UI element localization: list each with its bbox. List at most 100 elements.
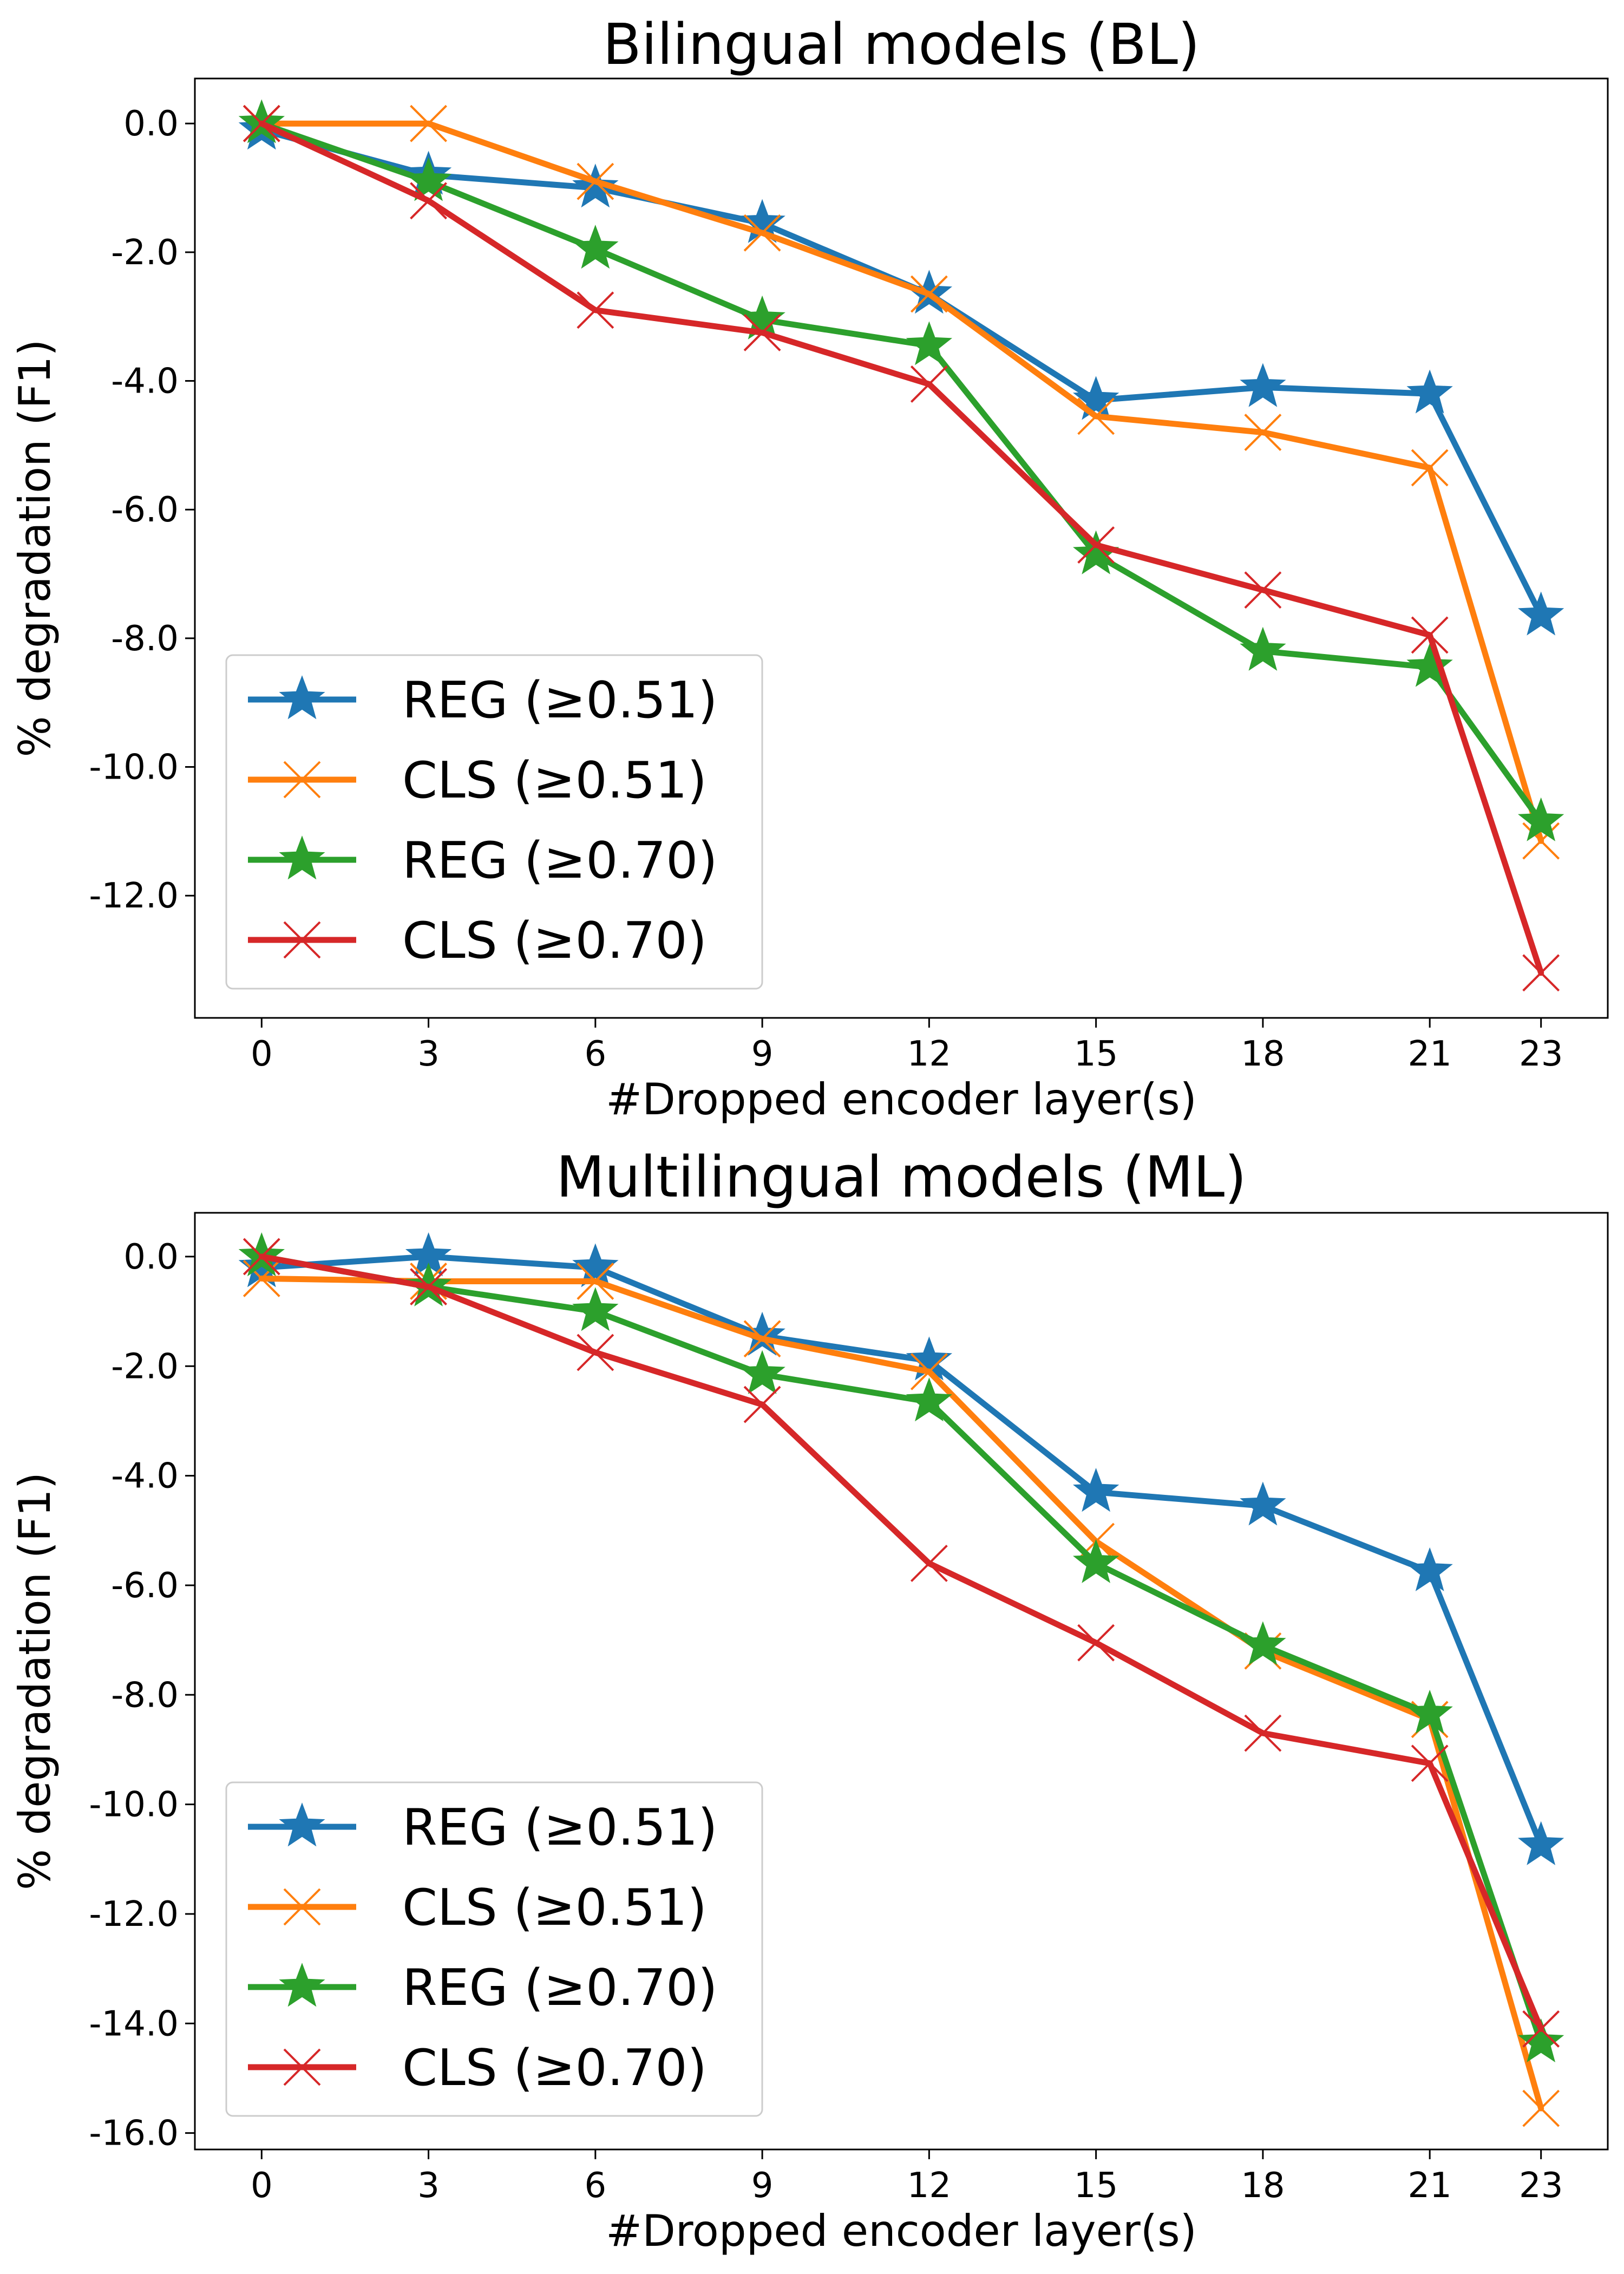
x-axis-label: #Dropped encoder layer(s): [606, 2206, 1197, 2256]
data-point: [1072, 1539, 1119, 1583]
series-line: [258, 1253, 1544, 1848]
series-0: [238, 1232, 1564, 1865]
legend-box: [225, 654, 763, 990]
x-tick-label: 21: [1407, 1034, 1451, 1074]
y-tick-label: -10.0: [89, 748, 179, 788]
data-point: [910, 1545, 948, 1582]
chart-title: Multilingual models (ML): [556, 1144, 1246, 1210]
y-tick-label: -6.0: [111, 490, 179, 530]
legend-entry: REG (≥0.70): [248, 1958, 718, 2017]
data-point: [1406, 1547, 1453, 1591]
x-tick-label: 3: [417, 1034, 440, 1074]
data-point: [1406, 369, 1453, 414]
legend-entry: REG (≥0.51): [248, 671, 718, 729]
data-point: [410, 1268, 447, 1305]
legend-label: CLS (≥0.51): [402, 1878, 707, 1937]
y-tick-label: -12.0: [89, 1894, 179, 1935]
data-point: [572, 164, 619, 208]
data-point: [405, 157, 452, 201]
x-tick-label: 15: [1074, 2166, 1118, 2206]
data-point: [1517, 2018, 1564, 2063]
x-tick-label: 9: [751, 1034, 774, 1074]
legend-entry: CLS (≥0.70): [248, 911, 707, 970]
data-point: [577, 162, 614, 200]
x-tick-label: 3: [417, 2166, 440, 2206]
y-tick-label: -4.0: [111, 362, 179, 402]
x-tick-label: 0: [251, 1034, 273, 1074]
y-tick-label: -2.0: [111, 233, 179, 273]
data-point: [1244, 414, 1282, 452]
legend-label: REG (≥0.51): [402, 1798, 718, 1857]
data-point: [1240, 626, 1286, 671]
legend-marker: [279, 835, 325, 880]
x-axis-label: #Dropped encoder layer(s): [606, 1074, 1197, 1125]
legend-label: CLS (≥0.51): [402, 751, 707, 809]
y-axis-label: % degradation (F1): [10, 1472, 60, 1890]
data-point: [1517, 1821, 1564, 1865]
data-point: [739, 295, 785, 339]
y-tick-label: -2.0: [111, 1347, 179, 1387]
data-point: [743, 1386, 781, 1423]
legend-label: REG (≥0.70): [402, 1958, 718, 2017]
data-point: [1411, 1744, 1449, 1782]
data-point: [1077, 526, 1115, 564]
data-point: [1244, 1714, 1282, 1752]
legend-marker: [283, 2048, 321, 2086]
data-point: [1411, 616, 1449, 654]
x-tick-label: 21: [1407, 2166, 1451, 2206]
chart-title: Bilingual models (BL): [603, 11, 1200, 77]
data-point: [572, 1243, 619, 1288]
data-point: [1522, 822, 1560, 860]
data-point: [906, 1377, 953, 1422]
x-tick-label: 23: [1519, 1034, 1563, 1074]
data-point: [243, 1238, 280, 1276]
data-point: [743, 313, 781, 351]
legend: REG (≥0.51) CLS (≥0.51) REG (≥0.70) CLS (≥0…: [225, 654, 763, 990]
data-point: [910, 365, 948, 403]
y-tick-label: -16.0: [89, 2114, 179, 2154]
data-point: [739, 1350, 785, 1394]
y-tick-label: -12.0: [89, 876, 179, 916]
x-tick-label: 18: [1241, 2166, 1285, 2206]
data-point: [910, 1352, 948, 1390]
legend-marker: [279, 1963, 325, 2007]
data-point: [577, 1263, 614, 1300]
data-point: [739, 1311, 785, 1356]
chart-0: Bilingual models (BL) 0 3 6 9 12 15 18 21 23 0.0 -2…: [10, 11, 1609, 1125]
series-3: [243, 104, 1560, 992]
data-point: [1406, 643, 1453, 687]
legend-marker: [283, 761, 321, 799]
data-point: [410, 104, 447, 142]
y-axis-label: % degradation (F1): [10, 339, 60, 757]
legend-entry: REG (≥0.70): [248, 831, 718, 890]
legend-marker: [279, 675, 325, 720]
x-tick-label: 15: [1074, 1034, 1118, 1074]
y-tick-label: 0.0: [123, 104, 179, 144]
legend-label: CLS (≥0.70): [402, 911, 707, 970]
plot-frame: [194, 1212, 1609, 2151]
data-point: [1517, 591, 1564, 636]
data-point: [243, 1259, 280, 1297]
legend-entry: CLS (≥0.51): [248, 1878, 707, 1937]
x-tick-label: 12: [907, 1034, 951, 1074]
legend-box: [225, 1781, 763, 2117]
data-point: [1522, 2089, 1560, 2127]
data-point: [743, 1320, 781, 1358]
x-tick-label: 23: [1519, 2166, 1563, 2206]
data-point: [1077, 397, 1115, 435]
x-tick-label: 12: [907, 2166, 951, 2206]
data-point: [1072, 376, 1119, 420]
y-tick-label: -10.0: [89, 1785, 179, 1825]
data-point: [1522, 2010, 1560, 2048]
data-point: [1077, 1624, 1115, 1662]
data-point: [1517, 797, 1564, 841]
legend-marker: [283, 1888, 321, 1926]
data-point: [572, 225, 619, 269]
legend-entry: REG (≥0.51): [248, 1798, 718, 1857]
data-point: [1411, 449, 1449, 487]
x-tick-label: 18: [1241, 1034, 1285, 1074]
data-point: [243, 104, 280, 142]
legend-marker: [283, 921, 321, 959]
data-point: [1244, 571, 1282, 609]
